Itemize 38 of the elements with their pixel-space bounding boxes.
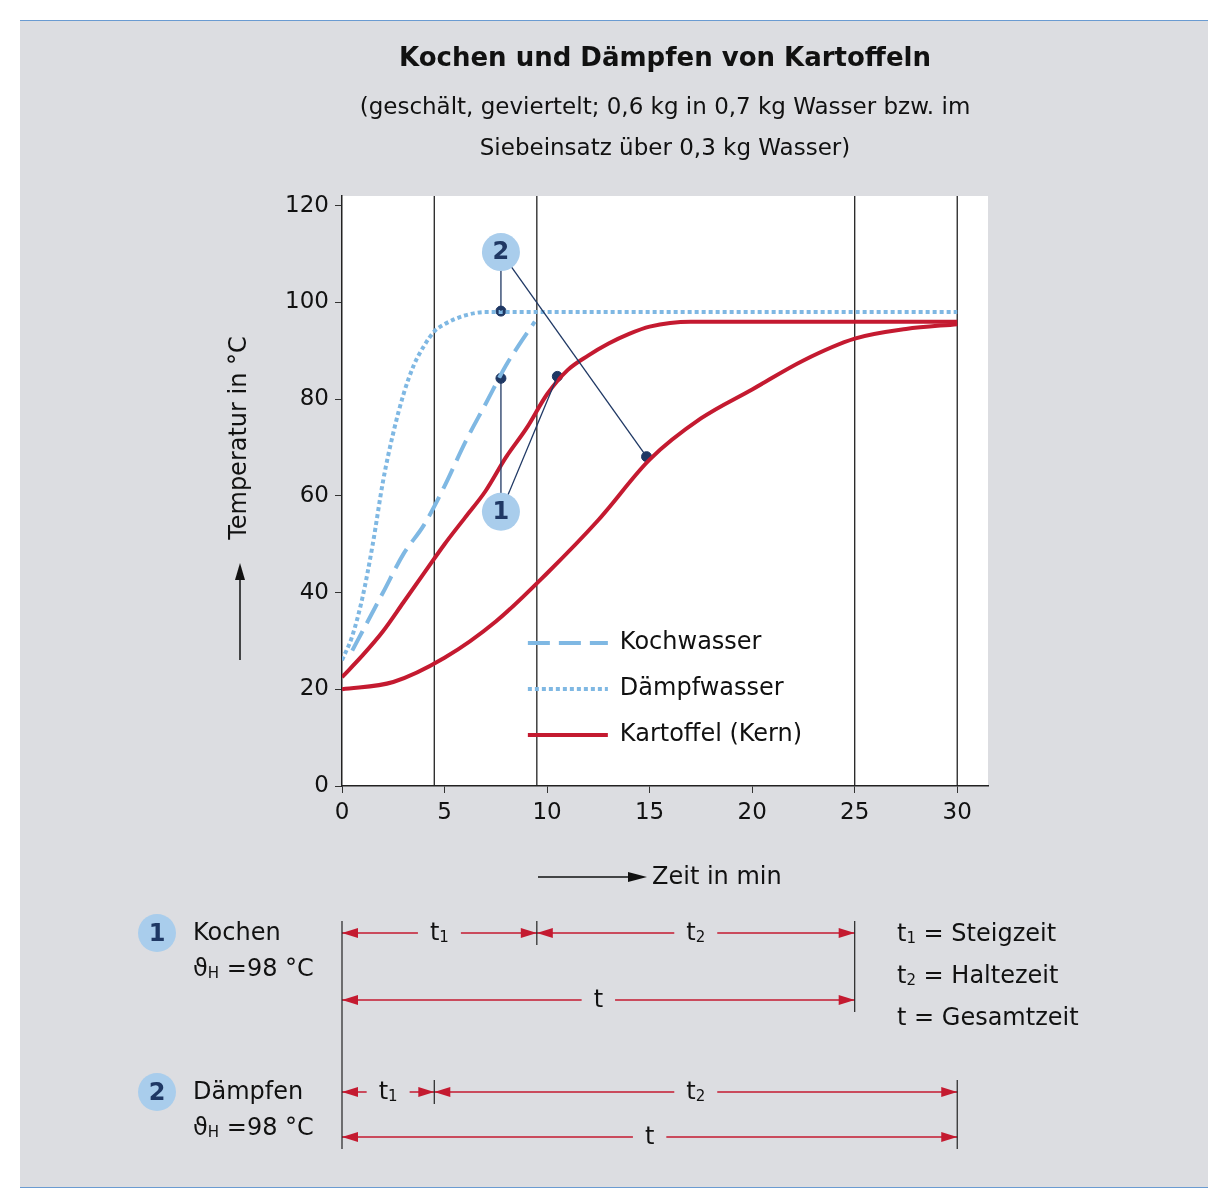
chart-title: Kochen und Dämpfen von Kartoffeln [398,42,932,72]
legend-label: Kartoffel (Kern) [619,719,803,748]
text: ϑ$_{H}$ =98 °C [193,954,314,982]
number-badge: 1 [138,914,176,952]
x-tick-label: 0 [334,797,350,824]
x-tick-label: 20 [737,797,767,824]
y-axis-title: Temperatur in °C [224,336,253,541]
legend-label: Kochwasser [619,627,762,656]
x-tick-label: 30 [942,797,972,824]
text: Kochen [193,918,281,946]
text: t = Gesamtzeit [897,1003,1079,1031]
y-tick-label: 20 [299,674,329,701]
x-tick-label: 10 [532,797,562,824]
text: t$_{2}$ [686,918,706,946]
x-tick-label: 5 [437,797,452,824]
legend-label: Dämpfwasser [619,673,784,702]
text: ϑ$_{H}$ =98 °C [193,1113,314,1141]
text: t [593,985,604,1013]
number-badge: 2 [138,1073,176,1111]
annotation: 1 [492,497,510,526]
x-tick-label: 15 [634,797,665,824]
x-tick-label: 25 [840,797,870,824]
y-tick-label: 80 [299,384,329,411]
text: t$_{1}$ [378,1077,398,1105]
y-tick-label: 0 [314,770,329,797]
text: t$_{2}$ [686,1077,706,1105]
y-tick-label: 60 [299,480,329,507]
x-axis-title: Zeit in min [652,862,782,891]
text: Dämpfen [193,1077,304,1105]
y-tick-label: 120 [285,190,329,217]
chart-subtitle: (geschält, geviertelt; 0,6 kg in 0,7 kg Wasser bzw. im Siebeinsatz über 0,3 kg Wasser) [358,92,972,162]
y-tick-label: 40 [299,577,329,604]
text: t$_{1}$ = Steigzeit [897,919,1057,947]
text: t$_{2}$ = Haltezeit [897,961,1059,989]
annotation: 2 [492,237,510,266]
text: t$_{1}$ [429,918,449,946]
y-tick-label: 100 [285,287,329,314]
text: t [644,1122,655,1150]
